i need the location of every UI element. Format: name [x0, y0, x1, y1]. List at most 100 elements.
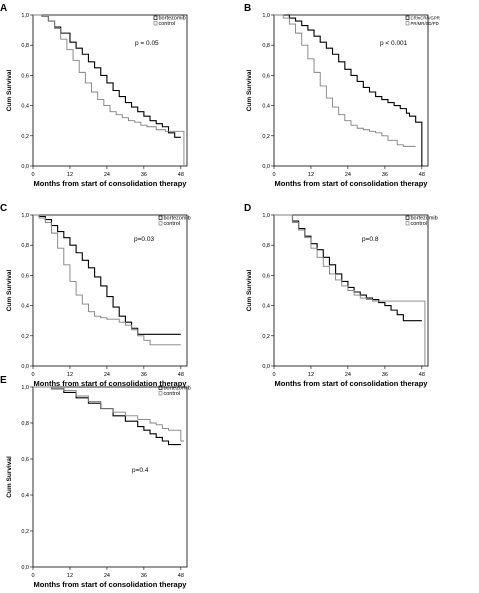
x-tick-label: 24 [345, 372, 351, 378]
x-tick-label: 48 [178, 573, 184, 579]
legend-swatch [158, 215, 163, 220]
y-tick-label: 0,6 [21, 457, 29, 463]
x-tick-label: 0 [272, 372, 275, 378]
legend-label: bortezomib [411, 215, 438, 221]
x-tick-label: 24 [104, 172, 110, 178]
legend-label: control [159, 21, 176, 27]
y-tick-label: 1,0 [21, 385, 29, 391]
series-line-control [33, 386, 184, 442]
legend-label: control [164, 391, 181, 397]
x-tick-label: 12 [67, 372, 73, 378]
y-tick-label: 0,0 [21, 364, 29, 370]
x-tick-label: 24 [104, 372, 110, 378]
y-tick-label: 1,0 [21, 13, 29, 19]
p-value-annotation: p=0.8 [362, 236, 379, 243]
y-axis-title: Cum Survival [6, 456, 13, 498]
series-line-control [33, 214, 181, 346]
y-tick-label: 0,6 [262, 73, 270, 79]
x-axis-title: Months from start of consolidation thera… [34, 179, 188, 188]
x-tick-label: 48 [178, 172, 184, 178]
y-tick-label: 0,6 [21, 73, 29, 79]
legend-label: bortezomib [164, 215, 191, 221]
y-tick-label: 0,4 [262, 104, 270, 110]
legend-label: control [164, 221, 181, 227]
plot-frame [32, 214, 188, 367]
x-tick-label: 0 [31, 372, 34, 378]
x-tick-label: 48 [419, 172, 425, 178]
y-tick-label: 0,2 [21, 134, 29, 140]
plot-frame [32, 14, 188, 167]
plot-frame [32, 386, 188, 568]
y-tick-label: 0,4 [21, 304, 29, 310]
x-tick-label: 12 [67, 172, 73, 178]
x-tick-label: 36 [382, 372, 388, 378]
legend-swatch [153, 15, 158, 20]
x-axis-title: Months from start of consolidation thera… [275, 179, 429, 188]
x-tick-label: 24 [345, 172, 351, 178]
panel-letter: E [0, 375, 7, 386]
legend-swatch [405, 215, 410, 220]
panel-letter: A [0, 3, 7, 14]
series-line-pr-mr-sd-pd [274, 14, 416, 147]
series-line-cr-ncr-vgpr [274, 14, 423, 166]
y-tick-label: 0,4 [21, 104, 29, 110]
p-value-annotation: p = 0.05 [135, 40, 159, 47]
y-tick-label: 0,0 [21, 565, 29, 571]
x-axis-title: Months from start of consolidation thera… [275, 379, 429, 388]
x-tick-label: 36 [141, 573, 147, 579]
x-tick-label: 12 [67, 573, 73, 579]
legend-label: PR/MR/SD/PD [411, 21, 439, 26]
legend-swatch [405, 15, 410, 20]
y-tick-label: 0,8 [21, 43, 29, 49]
y-tick-label: 0,8 [21, 243, 29, 249]
x-tick-label: 0 [31, 172, 34, 178]
x-tick-label: 0 [31, 573, 34, 579]
y-tick-label: 0,6 [262, 273, 270, 279]
y-axis-title: Cum Survival [6, 70, 13, 112]
y-axis-title: Cum Survival [6, 270, 13, 312]
legend-swatch [158, 391, 163, 396]
panel-letter: D [244, 203, 251, 214]
y-tick-label: 1,0 [262, 13, 270, 19]
y-tick-label: 0,4 [21, 493, 29, 499]
x-tick-label: 36 [141, 172, 147, 178]
x-axis-title: Months from start of consolidation thera… [34, 379, 188, 388]
panel-letter: B [244, 3, 251, 14]
plot-frame [273, 14, 429, 167]
x-tick-label: 36 [141, 372, 147, 378]
x-tick-label: 24 [104, 573, 110, 579]
legend-label: control [411, 221, 428, 227]
y-tick-label: 0,0 [21, 164, 29, 170]
y-tick-label: 0,8 [21, 421, 29, 427]
x-tick-label: 12 [308, 172, 314, 178]
y-tick-label: 1,0 [262, 213, 270, 219]
y-tick-label: 0,0 [262, 164, 270, 170]
legend-swatch [153, 21, 158, 26]
y-tick-label: 0,6 [21, 273, 29, 279]
x-tick-label: 48 [178, 372, 184, 378]
legend-swatch [405, 21, 410, 26]
legend-label: bortezomib [164, 385, 191, 391]
series-line-bortezomib [33, 386, 181, 446]
x-tick-label: 48 [419, 372, 425, 378]
y-tick-label: 0,8 [262, 43, 270, 49]
legend-swatch [158, 221, 163, 226]
legend-swatch [405, 221, 410, 226]
y-tick-label: 0,0 [262, 364, 270, 370]
y-tick-label: 0,2 [262, 334, 270, 340]
y-tick-label: 0,2 [262, 134, 270, 140]
series-line-control [33, 14, 185, 166]
y-tick-label: 0,2 [21, 529, 29, 535]
x-tick-label: 0 [272, 172, 275, 178]
x-axis-title: Months from start of consolidation thera… [34, 580, 188, 589]
y-tick-label: 0,8 [262, 243, 270, 249]
y-axis-title: Cum Survival [246, 270, 253, 312]
legend-label: bortezomib [159, 15, 186, 21]
panel-letter: C [0, 203, 7, 214]
